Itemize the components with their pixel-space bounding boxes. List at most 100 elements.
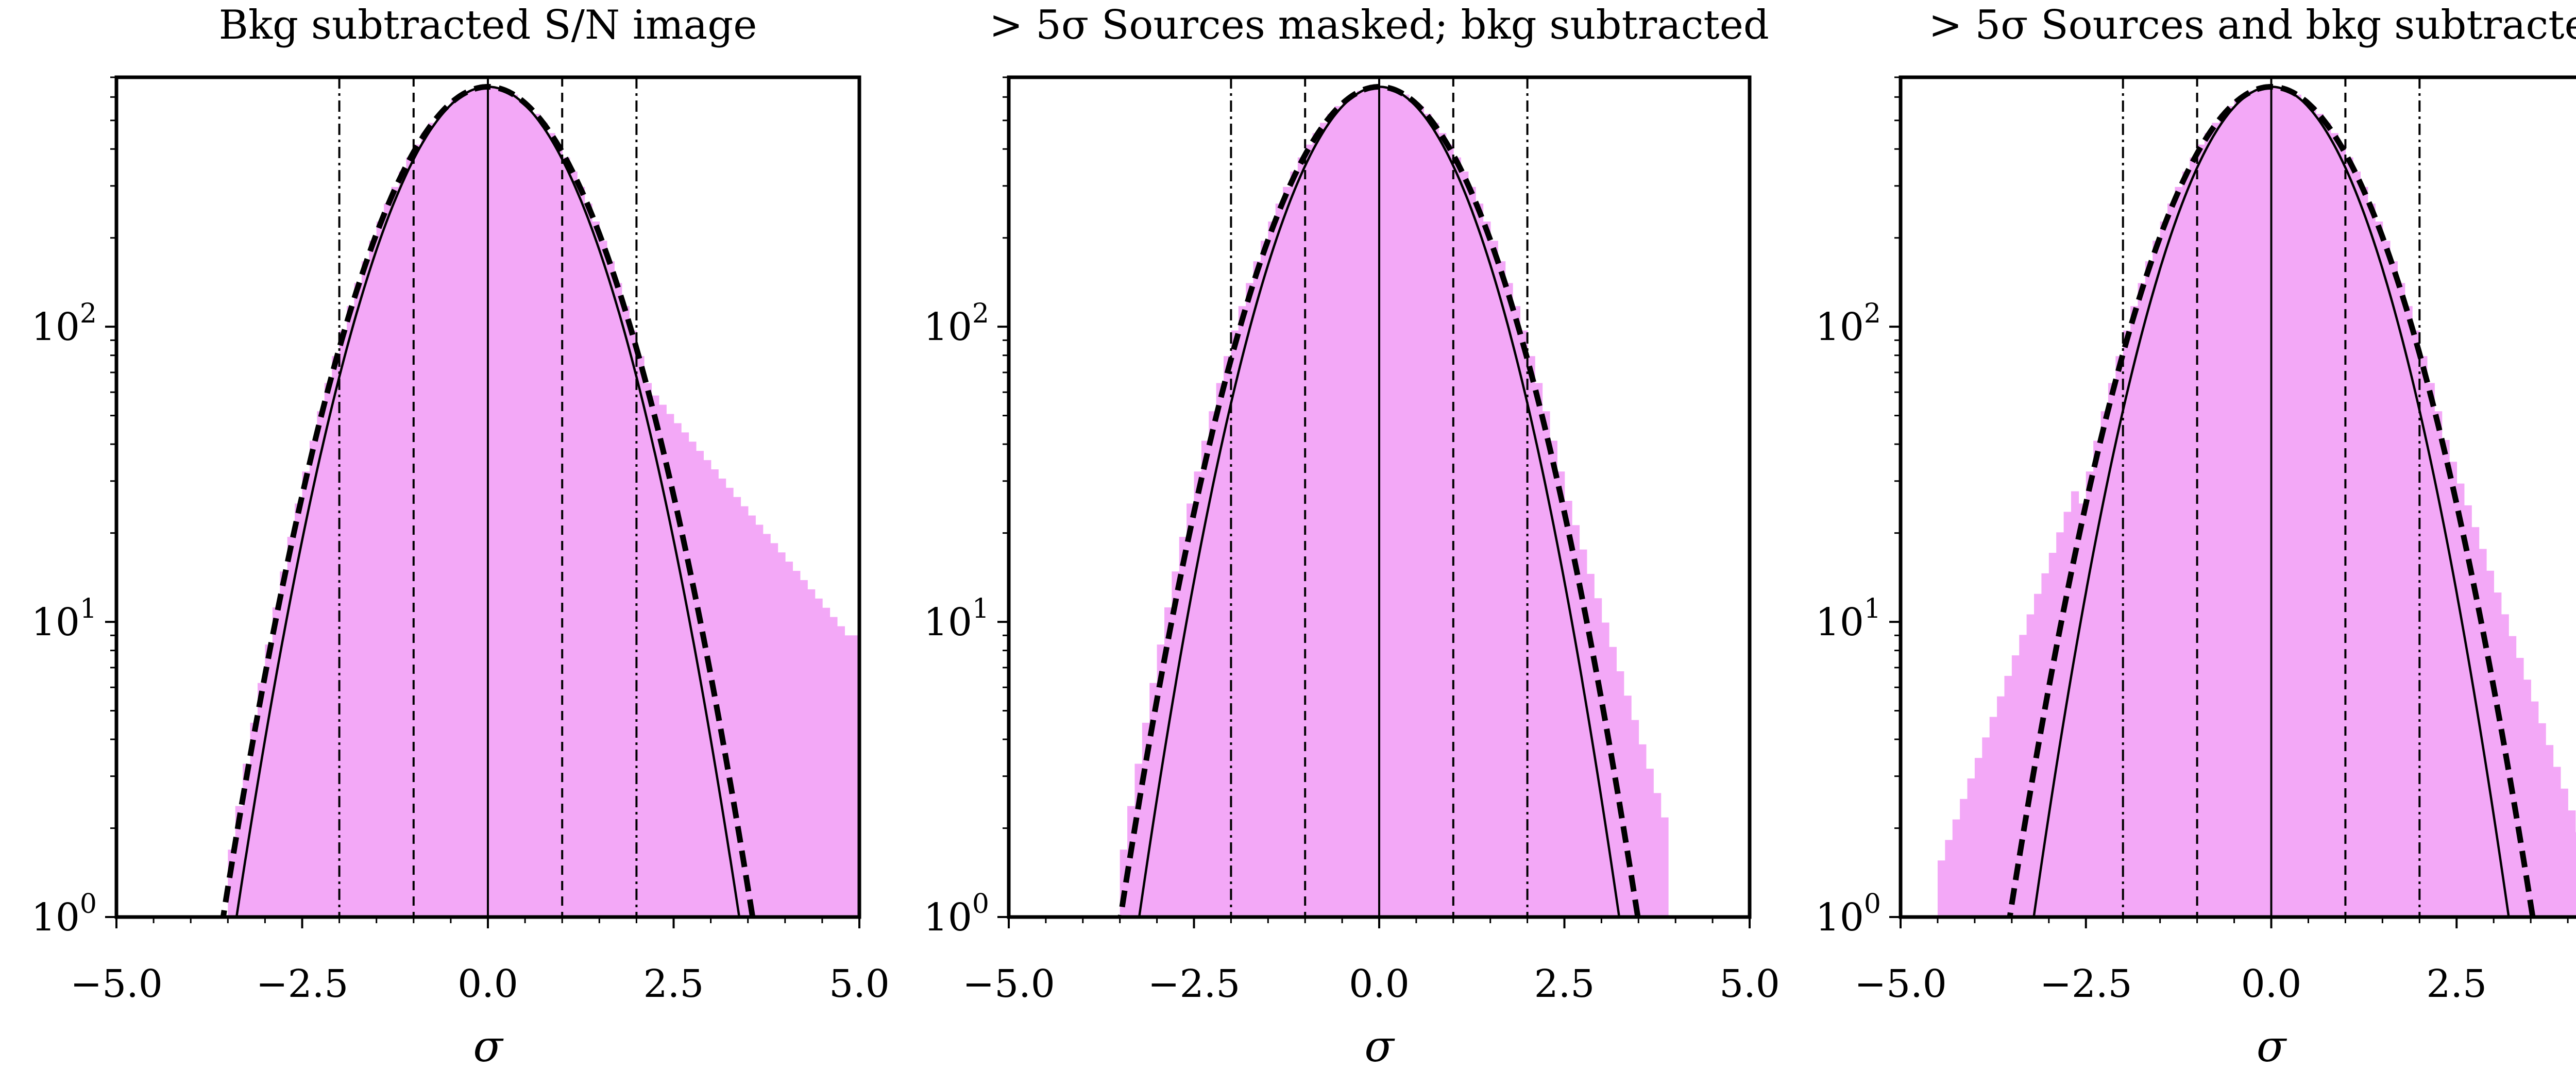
histogram-bar — [450, 99, 459, 917]
histogram-bar — [2464, 505, 2472, 917]
histogram-bar — [2442, 439, 2450, 917]
y-tick-label: 101 — [1816, 593, 1881, 644]
histogram-bar — [2004, 675, 2012, 917]
histogram-bar — [295, 503, 303, 917]
histogram-bar — [740, 506, 749, 917]
panel-2: −5.0 −2.5 0.0 2.5 5.0 100 101 102 > 5σ Sources m… — [924, 2, 1780, 1069]
histogram-bar — [2264, 87, 2272, 917]
histogram-bar — [2389, 261, 2398, 917]
histogram-bar — [369, 241, 377, 917]
histogram-bar — [837, 626, 845, 917]
histogram-bar — [525, 106, 533, 917]
x-tick-label: −5.0 — [70, 962, 163, 1006]
histogram-bar — [2338, 144, 2346, 917]
histogram-bar — [309, 440, 318, 917]
histogram-bar — [458, 94, 466, 917]
histogram-bar — [1453, 157, 1461, 917]
histogram-bar — [2153, 241, 2161, 917]
histogram-bar — [391, 186, 399, 917]
y-tick-label: 102 — [924, 298, 989, 349]
histogram-bar — [1179, 537, 1187, 917]
histogram-bar — [1564, 501, 1572, 917]
histogram-bar — [1201, 440, 1210, 917]
histogram-bar — [2278, 88, 2287, 917]
histogram-bar — [621, 306, 630, 917]
histogram-bar — [1268, 222, 1276, 917]
histogram-bar — [354, 283, 362, 917]
histogram-bar — [2123, 330, 2131, 917]
histogram-bar — [1505, 283, 1513, 917]
histogram-bar — [1527, 356, 1535, 917]
histogram-bar — [696, 451, 704, 917]
histogram-bar — [1342, 99, 1350, 917]
histogram-bar — [2286, 91, 2294, 917]
histogram-bar — [1187, 503, 1195, 917]
histogram-bar — [2360, 186, 2368, 917]
histogram-bar — [250, 722, 258, 917]
histogram-bar — [2486, 570, 2494, 917]
histogram-bar — [1416, 106, 1425, 917]
histogram-bar — [317, 411, 325, 917]
histogram-bar — [1997, 696, 2005, 917]
histogram-bar — [1974, 758, 1983, 917]
histogram-bar — [2382, 241, 2391, 917]
histogram-bar — [376, 222, 384, 917]
histogram-bar — [688, 442, 697, 917]
histogram-bar — [2182, 171, 2191, 917]
histogram-bar — [651, 395, 659, 917]
x-tick-label: 2.5 — [1534, 962, 1595, 1006]
histogram-bar — [1512, 306, 1521, 917]
histogram-bar — [2531, 701, 2539, 917]
x-axis-label: σ — [473, 1021, 504, 1069]
histogram-bar — [2293, 94, 2301, 917]
histogram-bar — [1409, 99, 1417, 917]
histogram-bar — [2508, 636, 2517, 917]
histogram-bar — [2167, 203, 2176, 917]
histogram-bar — [539, 123, 548, 917]
x-tick-label: −2.5 — [2040, 962, 2132, 1006]
histogram-bar — [1224, 356, 1232, 917]
x-tick-label: 5.0 — [829, 962, 890, 1006]
gaussian-fit-dashed — [1117, 83, 1641, 917]
y-tick-label: 101 — [31, 593, 97, 644]
y-tick-label: 102 — [1816, 298, 1881, 349]
histogram-bar — [599, 241, 607, 917]
histogram-bar — [265, 644, 273, 917]
x-tick-label: 5.0 — [1719, 962, 1780, 1006]
panel-title: Bkg subtracted S/N image — [219, 2, 757, 48]
histogram-bar — [643, 383, 652, 917]
histogram-bar — [1246, 283, 1254, 917]
histogram-bar — [2560, 788, 2568, 917]
panel-title: > 5σ Sources and bkg subtracted — [1928, 2, 2576, 48]
histogram-bar — [332, 356, 340, 917]
histogram-bar — [1520, 330, 1528, 917]
histogram-bar — [1127, 806, 1136, 917]
histogram-bar — [2145, 261, 2154, 917]
y-tick-label: 100 — [924, 889, 989, 940]
histogram-bar — [755, 524, 764, 917]
histogram-bar — [2323, 123, 2331, 917]
histogram-bar — [844, 635, 853, 917]
histogram-bar — [562, 157, 570, 917]
y-tick-label: 100 — [1816, 889, 1881, 940]
histogram-bar — [2249, 91, 2257, 917]
histogram-bar — [2516, 657, 2524, 917]
histogram-bar — [2575, 832, 2576, 917]
histogram-bar — [2093, 440, 2102, 917]
histogram-bar — [1616, 671, 1624, 917]
histogram-bar — [228, 850, 236, 917]
histogram-bar — [1319, 123, 1328, 917]
histogram-bar — [1438, 133, 1447, 917]
histogram-bar — [1386, 88, 1395, 917]
histogram-bar — [2538, 723, 2546, 917]
histogram-bar — [1960, 799, 1968, 917]
histogram-bar — [569, 171, 578, 917]
histogram-bar — [1498, 261, 1506, 917]
histogram-bar — [800, 580, 808, 917]
histogram-bar — [591, 222, 600, 917]
histogram-bar — [1653, 793, 1662, 917]
histogram-bar — [1297, 157, 1306, 917]
histogram-bar — [1305, 144, 1313, 917]
histogram-bar — [658, 404, 667, 917]
